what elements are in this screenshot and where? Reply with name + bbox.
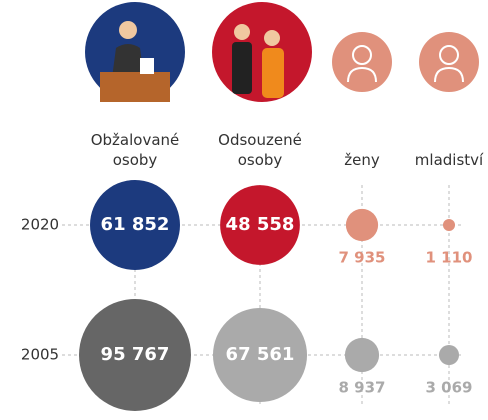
bubble xyxy=(79,299,191,411)
icon-prisoner xyxy=(262,48,284,98)
bubble xyxy=(90,180,180,270)
icon-juveniles xyxy=(419,32,479,92)
icon-body xyxy=(112,44,144,78)
value-label: 7 935 xyxy=(339,249,386,267)
icon-head xyxy=(352,45,372,65)
icon-paper xyxy=(140,58,154,74)
bubble xyxy=(345,208,379,242)
value-label: 3 069 xyxy=(426,379,473,397)
value-label: 67 561 xyxy=(226,344,295,365)
value-label: 1 110 xyxy=(426,249,473,267)
category-label: Odsouzené osoby xyxy=(218,131,302,169)
icon-body xyxy=(347,66,377,83)
value-label: 61 852 xyxy=(101,214,170,235)
icon-women xyxy=(332,32,392,92)
category-label: mladiství xyxy=(414,151,484,169)
bubble xyxy=(442,218,456,232)
bubble xyxy=(220,185,300,265)
icon-head xyxy=(264,30,280,46)
icon-head xyxy=(119,21,137,39)
icon-body xyxy=(434,66,464,83)
icon-head xyxy=(439,45,459,65)
icons xyxy=(85,2,479,102)
value-label: 48 558 xyxy=(226,214,295,235)
bubble xyxy=(438,344,460,366)
row-label: 2020 xyxy=(21,216,59,234)
bubble xyxy=(344,337,380,373)
bubble xyxy=(212,307,308,403)
row-label: 2005 xyxy=(21,346,59,364)
category-label: ženy xyxy=(344,151,380,169)
value-label: 8 937 xyxy=(339,379,386,397)
value-label: 95 767 xyxy=(101,344,170,365)
icon-desk xyxy=(100,72,170,102)
icon-guard xyxy=(232,42,252,94)
icon-head xyxy=(234,24,250,40)
category-label: Obžalované osoby xyxy=(90,131,180,169)
